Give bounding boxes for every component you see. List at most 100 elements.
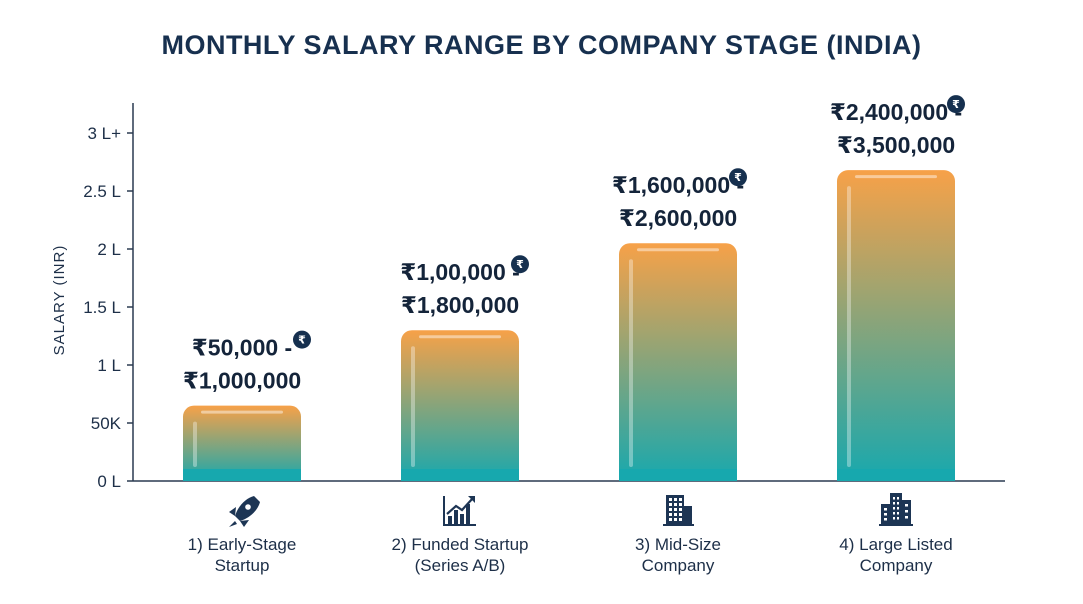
window xyxy=(905,516,908,519)
window xyxy=(893,497,895,500)
range-label-line2: ₹1,800,000 xyxy=(401,292,519,318)
rupee-badge-icon: ₹ xyxy=(947,95,965,114)
badge-symbol: ₹ xyxy=(516,259,524,271)
chart-axes xyxy=(443,496,476,526)
bars xyxy=(183,170,955,481)
window xyxy=(674,518,677,521)
badge-circle xyxy=(293,330,311,349)
window xyxy=(905,510,908,513)
range-label-line2: ₹2,600,000 xyxy=(619,205,737,231)
bar-base xyxy=(619,469,737,481)
window xyxy=(897,502,899,505)
range-label-line1: ₹1,00,000 - xyxy=(400,259,520,285)
category-label-line1: 3) Mid-Size xyxy=(635,535,721,554)
window xyxy=(884,518,887,521)
bar-highlight xyxy=(629,259,633,467)
y-tick-label: 50K xyxy=(91,414,122,433)
window xyxy=(893,502,895,505)
mini-bar xyxy=(466,504,470,524)
rocket-flame xyxy=(229,521,237,527)
category-label-line1: 4) Large Listed xyxy=(839,535,952,554)
category-label-line2: Company xyxy=(860,556,933,575)
bar-fill xyxy=(837,170,955,481)
category-label-line1: 2) Funded Startup xyxy=(391,535,528,554)
bar-base xyxy=(401,469,519,481)
window xyxy=(897,497,899,500)
ground xyxy=(879,524,913,526)
y-tick-label: 2 L xyxy=(97,240,121,259)
badge-circle xyxy=(511,255,529,274)
range-label-line1: ₹2,400,000 - xyxy=(830,99,962,125)
bar-range-label: ₹1,600,000 - ₹2,600,000 xyxy=(612,172,744,231)
window xyxy=(674,503,677,506)
window xyxy=(884,508,887,511)
bar-range-label: ₹50,000 - ₹1,000,000 xyxy=(183,335,301,394)
badge-circle xyxy=(947,95,965,114)
bar-fill xyxy=(183,405,301,481)
category-icons xyxy=(229,493,913,527)
window xyxy=(897,517,899,520)
rupee-badge-icon: ₹ xyxy=(511,255,529,274)
y-tick-label: 0 L xyxy=(97,472,121,491)
badge-symbol: ₹ xyxy=(298,335,306,347)
badge-circle xyxy=(729,168,747,187)
bar-top-gloss xyxy=(419,335,501,339)
rupee-badge-icon: ₹ xyxy=(729,168,747,187)
window xyxy=(884,513,887,516)
badge-symbol: ₹ xyxy=(734,172,742,184)
y-axis-label: SALARY (INR) xyxy=(51,245,68,356)
y-tick-label: 3 L+ xyxy=(87,124,121,143)
mini-bar xyxy=(448,516,452,524)
window xyxy=(674,508,677,511)
window xyxy=(897,507,899,510)
window xyxy=(674,498,677,501)
category-label-line2: Startup xyxy=(215,556,270,575)
range-label-line1: ₹50,000 - xyxy=(192,335,292,361)
chart-title: MONTHLY SALARY RANGE BY COMPANY STAGE (I… xyxy=(161,30,922,60)
trend-arrow xyxy=(468,496,475,503)
rupee-badge-icon: ₹ xyxy=(293,330,311,349)
bar-range-label: ₹2,400,000 - ₹3,500,000 xyxy=(830,99,962,158)
category-label-line1: 1) Early-Stage xyxy=(188,535,297,554)
y-tick-label: 1.5 L xyxy=(83,298,121,317)
rocket-fin xyxy=(240,520,249,527)
bar-highlight xyxy=(193,421,197,467)
range-label-line2: ₹3,500,000 xyxy=(837,132,955,158)
tower-center xyxy=(890,493,902,525)
mini-bar xyxy=(460,514,464,524)
bar-value-labels: ₹50,000 -₹1,000,000₹₹1,00,000 -₹1,800,00… xyxy=(183,95,965,394)
category-label-line2: Company xyxy=(642,556,715,575)
rocket-fin xyxy=(229,507,236,516)
window xyxy=(897,512,899,515)
bar-top-gloss xyxy=(855,175,937,179)
window xyxy=(893,512,895,515)
bar-base xyxy=(183,469,301,481)
window xyxy=(905,504,908,507)
category-label-line2: (Series A/B) xyxy=(415,556,506,575)
bar-fill xyxy=(401,330,519,481)
window xyxy=(669,508,672,511)
window xyxy=(679,508,682,511)
window xyxy=(679,503,682,506)
bar-top-gloss xyxy=(201,410,283,414)
bar xyxy=(837,170,955,481)
mini-bar xyxy=(454,510,458,524)
trend-line xyxy=(446,497,474,515)
bar-top-gloss xyxy=(637,248,719,252)
bar-highlight xyxy=(411,346,415,467)
window xyxy=(893,507,895,510)
window xyxy=(679,513,682,516)
window xyxy=(679,518,682,521)
y-tick-label: 1 L xyxy=(97,356,121,375)
range-label-line2: ₹1,000,000 xyxy=(183,368,301,394)
rocket-icon xyxy=(229,496,260,527)
bar-highlight xyxy=(847,186,851,467)
window xyxy=(669,503,672,506)
bar-base xyxy=(837,469,955,481)
office-building-icon xyxy=(663,495,694,526)
window xyxy=(679,498,682,501)
city-buildings-icon xyxy=(879,493,913,526)
window xyxy=(674,513,677,516)
rocket-window xyxy=(245,504,251,510)
